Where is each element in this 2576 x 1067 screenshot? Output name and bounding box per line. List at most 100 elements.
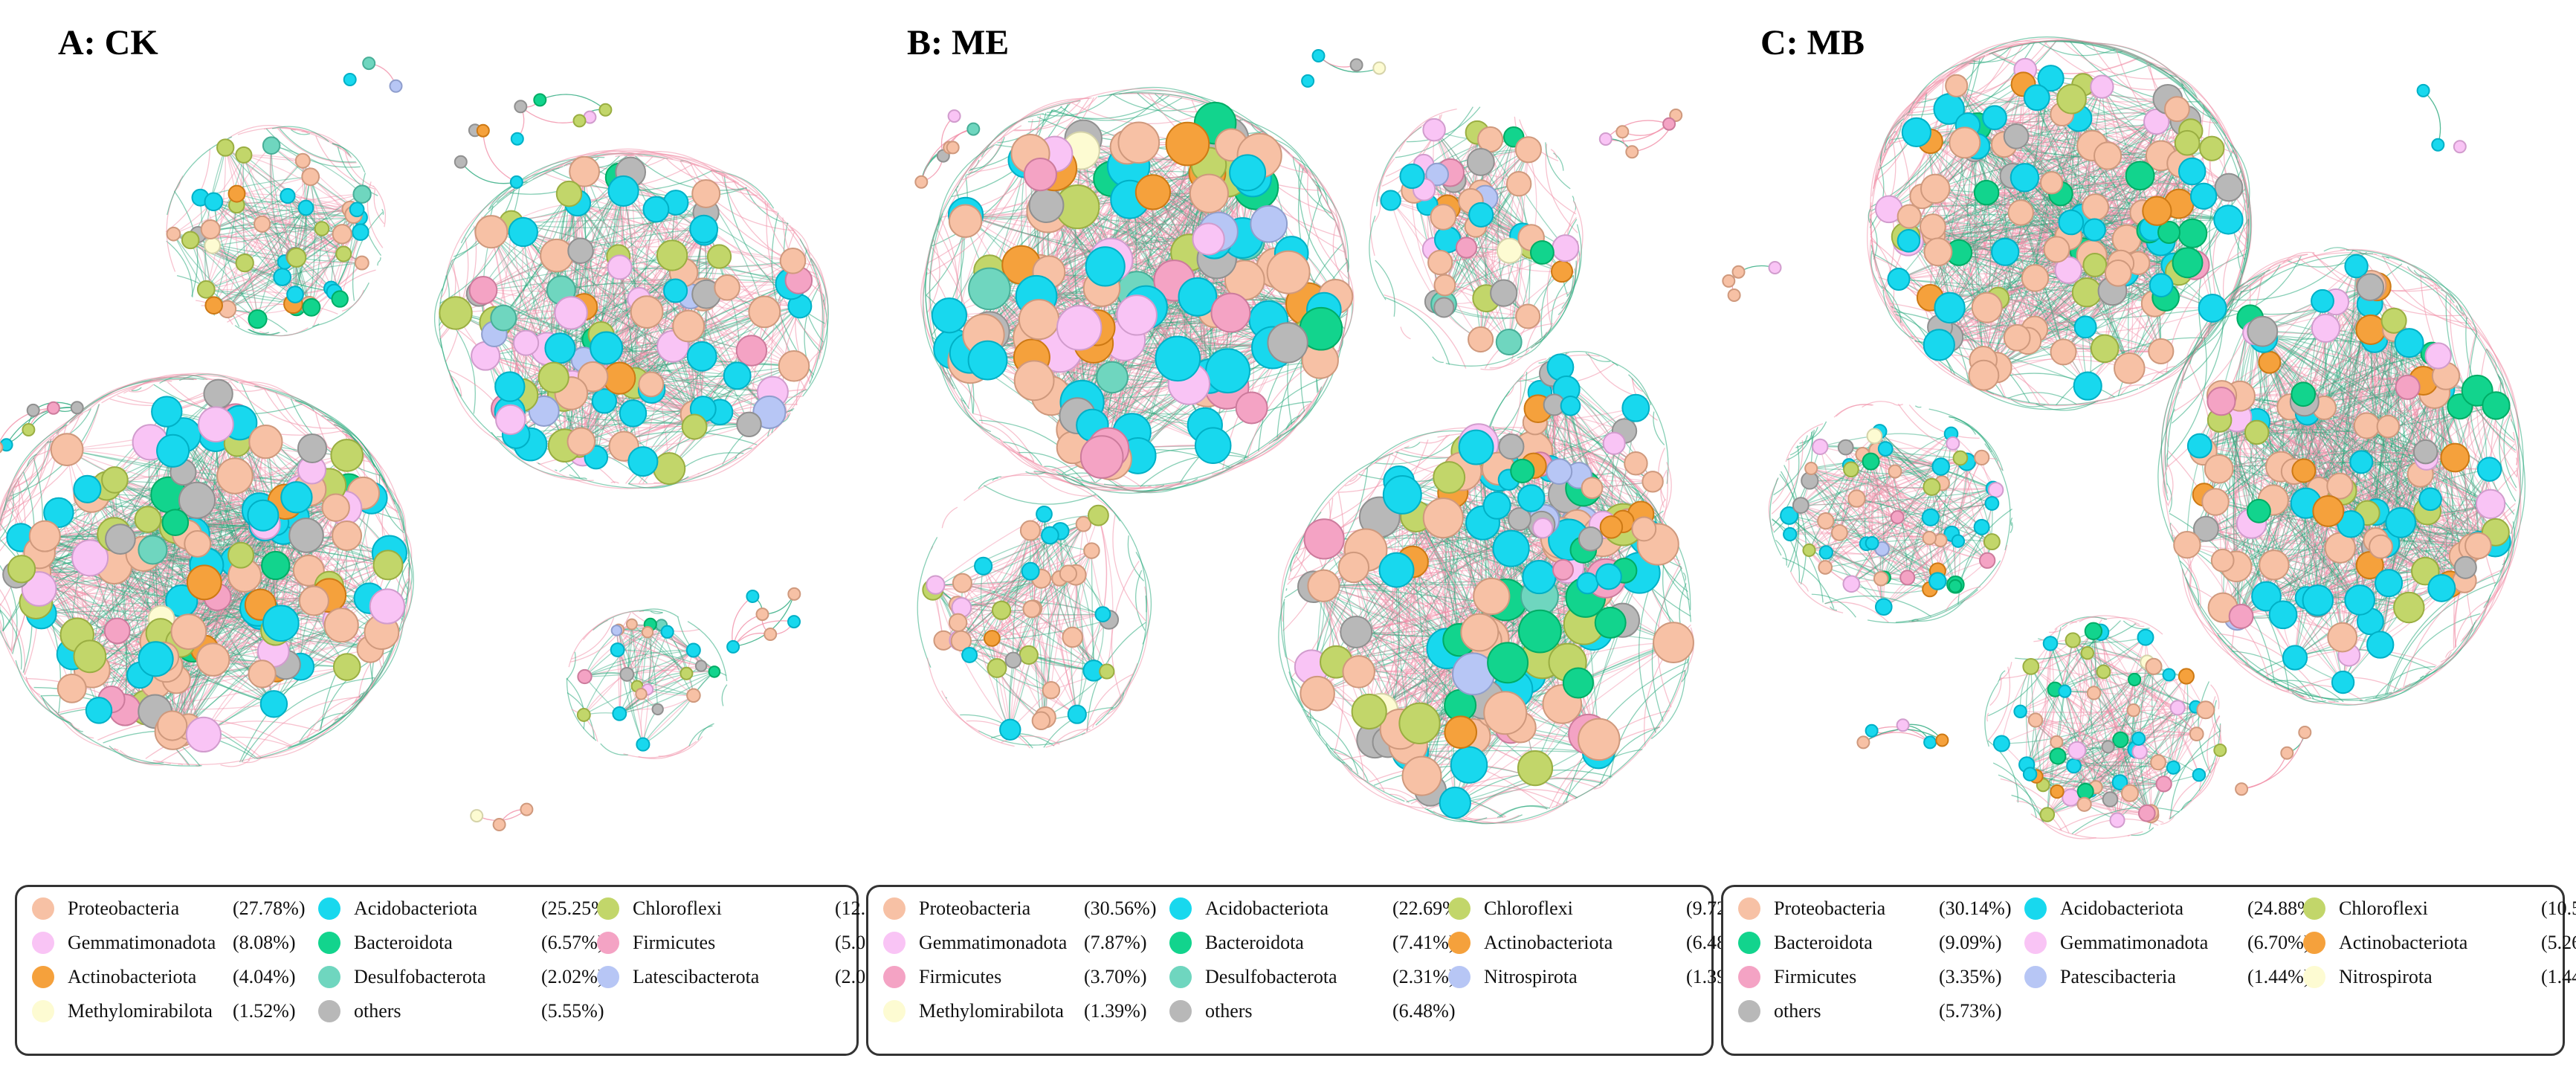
network-edge <box>623 741 697 758</box>
network-edge <box>491 231 532 445</box>
network-edge <box>618 256 738 376</box>
network-edge <box>88 376 196 411</box>
network-edge <box>71 723 80 730</box>
network-edge <box>106 467 312 487</box>
network-edge <box>941 506 958 529</box>
network-edge <box>181 516 297 734</box>
network-edge <box>1609 670 1685 779</box>
network-edge <box>0 426 65 518</box>
network-edge <box>183 434 277 566</box>
network-edge <box>106 486 128 710</box>
network-edge <box>0 482 18 654</box>
panel-title-mb: C: MB <box>1760 23 1865 62</box>
network-edge <box>600 743 628 756</box>
network-edge <box>1300 164 1347 260</box>
network-edge <box>538 255 558 411</box>
network-edge <box>289 680 373 748</box>
network-edge <box>577 202 705 233</box>
network-edge <box>981 422 1021 454</box>
network-edge <box>188 515 264 727</box>
network-edge <box>298 712 343 743</box>
network-edge <box>213 605 388 660</box>
network-edge <box>509 202 677 387</box>
network-edge <box>36 602 258 622</box>
network-edge <box>655 209 695 415</box>
network-edge <box>1135 570 1146 631</box>
network-edge <box>213 564 389 660</box>
network-edge <box>392 497 404 531</box>
network-edge <box>0 413 83 532</box>
network-edge <box>693 229 707 415</box>
network-edge <box>509 193 570 387</box>
network-edge <box>1307 715 1359 775</box>
network-edge <box>960 714 1033 749</box>
network-edge <box>633 232 706 384</box>
network-edge <box>41 535 307 614</box>
network-edge <box>978 477 998 489</box>
network-edge <box>203 625 342 735</box>
network-edge <box>172 523 266 732</box>
network-edge <box>0 518 2 526</box>
network-edge <box>577 202 793 262</box>
network-edge <box>36 561 371 650</box>
network-edge <box>511 222 624 447</box>
network-edge <box>160 736 291 763</box>
network-edge <box>0 589 13 651</box>
network-edge <box>241 677 375 762</box>
network-edge <box>1572 196 1575 202</box>
network-edge <box>44 535 156 712</box>
network-edge <box>396 539 414 636</box>
panel-title-ck: A: CK <box>58 23 158 62</box>
network-edge <box>26 454 37 467</box>
network-edge <box>0 490 14 540</box>
network-edge <box>178 764 184 766</box>
network-edge <box>1400 326 1411 340</box>
network-edge <box>0 609 4 631</box>
network-edge <box>87 489 389 566</box>
network-edge <box>0 480 21 552</box>
network-edge <box>0 444 46 532</box>
network-edge <box>114 469 312 484</box>
network-edge <box>0 474 22 514</box>
network-edge <box>220 759 251 767</box>
network-edge <box>559 190 624 349</box>
network-edge <box>491 231 752 352</box>
network-edge <box>530 193 707 445</box>
network-edge <box>506 194 508 196</box>
network-edge <box>114 479 345 510</box>
network-edge <box>7 439 51 502</box>
network-edge <box>344 152 374 187</box>
network-edge <box>267 389 396 505</box>
network-edge <box>217 591 369 599</box>
network-edge <box>15 660 71 723</box>
network-edge <box>555 469 558 471</box>
network-edge <box>257 717 339 759</box>
network-edge <box>580 250 695 428</box>
co-occurrence-networks <box>0 36 2526 839</box>
network-edge <box>166 240 193 297</box>
network-edge <box>619 280 799 379</box>
network-edge <box>511 212 706 223</box>
network-edge <box>172 509 260 732</box>
network-edge <box>3 424 68 511</box>
network-edge <box>577 202 689 326</box>
network-edge <box>1085 673 1134 732</box>
network-edge <box>0 603 26 675</box>
network-edge <box>1553 152 1564 171</box>
network-edge <box>538 462 540 465</box>
network-edge <box>491 231 601 335</box>
network-edge <box>566 651 576 680</box>
network-edge <box>91 595 329 671</box>
network-edge <box>36 535 307 603</box>
network-edge <box>642 306 801 462</box>
network-edge <box>1285 587 1288 591</box>
network-edge <box>668 306 801 469</box>
network-edge <box>634 155 747 191</box>
network-edge <box>523 231 676 291</box>
network-edge <box>642 349 752 462</box>
network-edge <box>300 628 401 743</box>
network-edge <box>77 564 207 636</box>
network-edge <box>1375 260 1395 317</box>
network-edge <box>917 537 938 668</box>
network-edge <box>89 564 389 657</box>
